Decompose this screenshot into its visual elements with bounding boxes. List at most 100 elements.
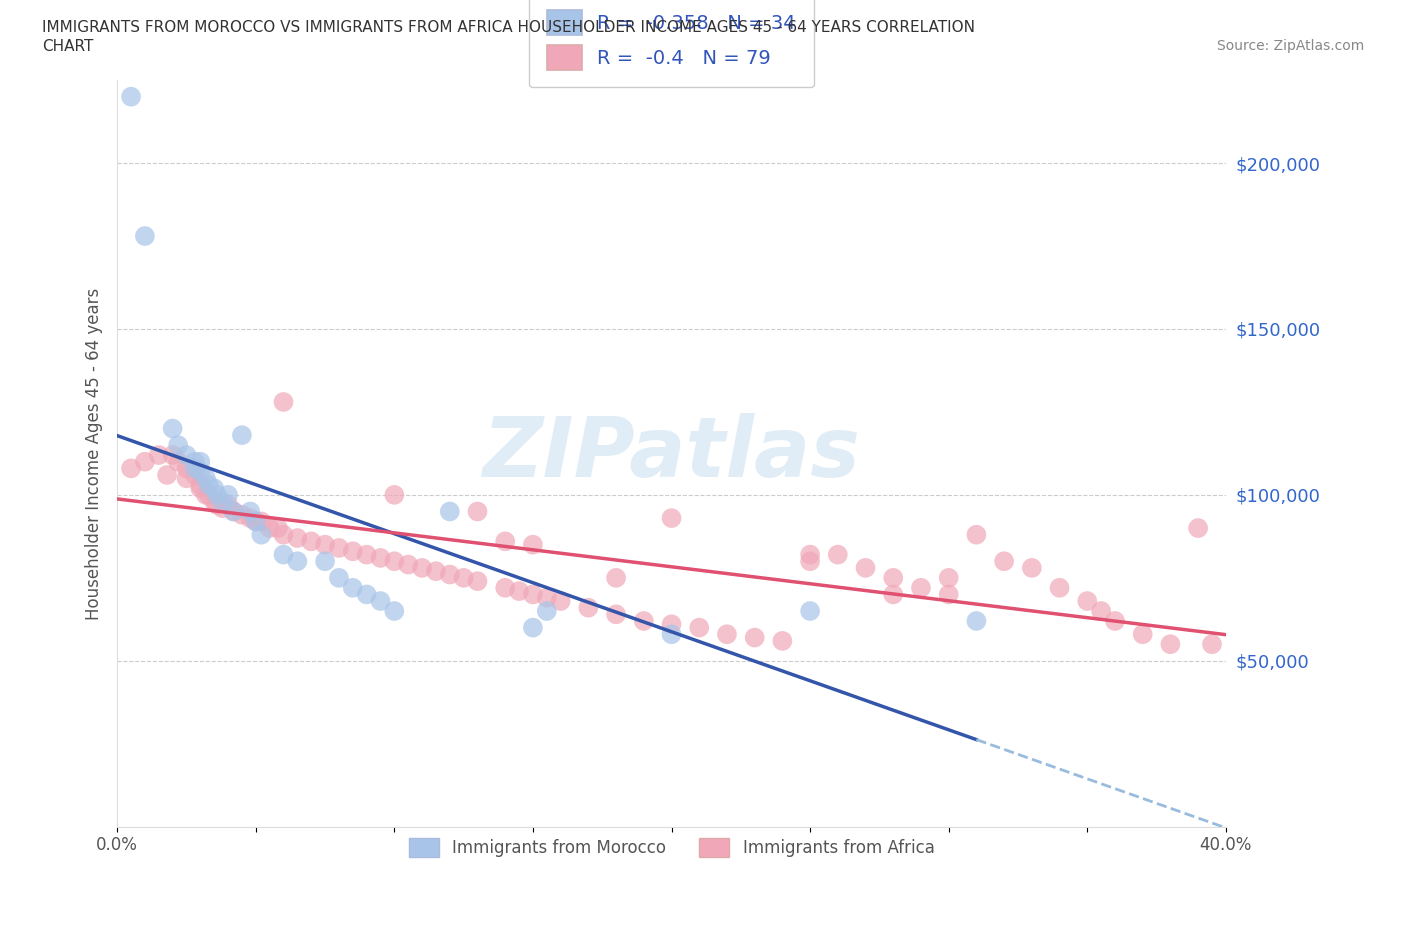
Point [661, 617, 683, 631]
Point [494, 534, 516, 549]
Point [688, 620, 710, 635]
Point [370, 551, 392, 565]
Point [194, 471, 217, 485]
Point [250, 514, 273, 529]
Point [1076, 593, 1098, 608]
Point [194, 487, 217, 502]
Point [176, 461, 198, 476]
Point [211, 500, 233, 515]
Point [167, 454, 190, 469]
Point [799, 553, 821, 568]
Point [382, 487, 405, 502]
Point [425, 564, 447, 578]
Point [202, 494, 225, 509]
Point [239, 504, 262, 519]
Point [633, 614, 655, 629]
Point [938, 570, 960, 585]
Point [314, 553, 336, 568]
Point [522, 538, 544, 552]
Text: IMMIGRANTS FROM MOROCCO VS IMMIGRANTS FROM AFRICA HOUSEHOLDER INCOME AGES 45 - 6: IMMIGRANTS FROM MOROCCO VS IMMIGRANTS FR… [42, 20, 976, 35]
Point [202, 481, 225, 496]
Point [148, 447, 170, 462]
Point [799, 547, 821, 562]
Point [661, 627, 683, 642]
Point [716, 627, 738, 642]
Point [370, 593, 392, 608]
Point [120, 89, 142, 104]
Point [176, 447, 198, 462]
Legend: Immigrants from Morocco, Immigrants from Africa: Immigrants from Morocco, Immigrants from… [395, 825, 948, 870]
Point [231, 428, 253, 443]
Point [222, 504, 245, 519]
Point [184, 468, 207, 483]
Point [576, 600, 599, 615]
Y-axis label: Householder Income Ages 45 - 64 years: Householder Income Ages 45 - 64 years [86, 287, 103, 619]
Point [965, 614, 987, 629]
Point [1187, 521, 1209, 536]
Point [1021, 561, 1043, 576]
Point [342, 580, 364, 595]
Point [342, 544, 364, 559]
Point [314, 538, 336, 552]
Point [273, 547, 295, 562]
Point [536, 591, 558, 605]
Point [938, 587, 960, 602]
Point [356, 547, 378, 562]
Point [382, 553, 405, 568]
Point [508, 584, 530, 599]
Point [396, 557, 419, 572]
Point [134, 229, 156, 244]
Point [211, 494, 233, 509]
Point [661, 511, 683, 525]
Point [522, 587, 544, 602]
Point [467, 574, 489, 589]
Point [188, 464, 211, 479]
Point [550, 593, 572, 608]
Point [605, 607, 627, 622]
Point [799, 604, 821, 618]
Point [273, 527, 295, 542]
Text: Source: ZipAtlas.com: Source: ZipAtlas.com [1216, 39, 1364, 53]
Point [156, 468, 179, 483]
Point [205, 498, 228, 512]
Point [259, 521, 281, 536]
Point [439, 504, 461, 519]
Text: CHART: CHART [42, 39, 94, 54]
Point [1049, 580, 1071, 595]
Point [250, 527, 273, 542]
Point [188, 454, 211, 469]
Point [328, 570, 350, 585]
Point [827, 547, 849, 562]
Point [120, 461, 142, 476]
Point [176, 471, 198, 485]
Point [453, 570, 475, 585]
Point [855, 561, 877, 576]
Point [197, 477, 219, 492]
Point [494, 580, 516, 595]
Point [965, 527, 987, 542]
Point [217, 498, 239, 512]
Point [217, 487, 239, 502]
Point [285, 553, 308, 568]
Point [1201, 637, 1223, 652]
Point [1159, 637, 1181, 652]
Point [188, 481, 211, 496]
Point [1104, 614, 1126, 629]
Text: ZIPatlas: ZIPatlas [482, 413, 860, 494]
Point [197, 487, 219, 502]
Point [411, 561, 433, 576]
Point [328, 540, 350, 555]
Point [882, 587, 904, 602]
Point [439, 567, 461, 582]
Point [467, 504, 489, 519]
Point [245, 514, 267, 529]
Point [188, 477, 211, 492]
Point [231, 508, 253, 523]
Point [382, 604, 405, 618]
Point [239, 511, 262, 525]
Point [299, 534, 322, 549]
Point [770, 633, 793, 648]
Point [205, 487, 228, 502]
Point [1090, 604, 1112, 618]
Point [1132, 627, 1154, 642]
